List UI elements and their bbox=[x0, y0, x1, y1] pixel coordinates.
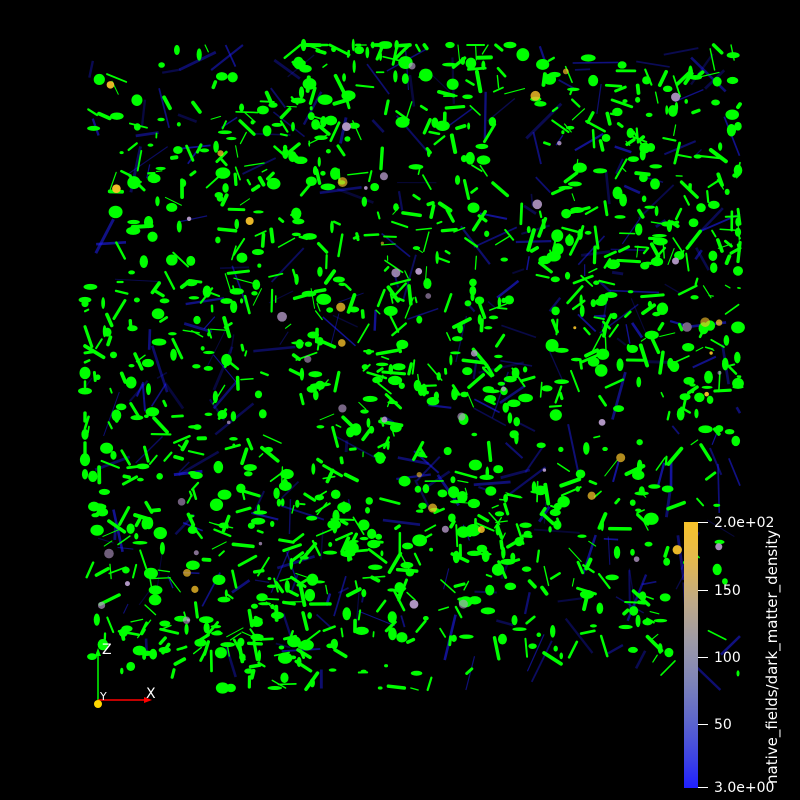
density-halos bbox=[97, 62, 723, 624]
scalar-bar: 2.0e+02 150 100 50 3.0e+00 bbox=[684, 516, 800, 795]
density-filaments bbox=[84, 44, 742, 691]
green-isosurface bbox=[78, 38, 745, 694]
x-axis-label: X bbox=[146, 686, 156, 702]
tick-mark-max bbox=[698, 522, 708, 523]
scalar-bar-tick-100: 100 bbox=[714, 650, 741, 666]
x-axis-arrow-icon bbox=[144, 697, 152, 703]
scalar-bar-tick-50: 50 bbox=[714, 717, 732, 733]
tick-mark-150 bbox=[698, 590, 708, 591]
y-axis-label: Y bbox=[100, 690, 107, 703]
y-axis-dot-icon bbox=[94, 700, 102, 708]
z-axis-arrow-icon bbox=[95, 648, 101, 656]
colormap-gradient bbox=[684, 522, 698, 788]
scalar-bar-min-label: 3.0e+00 bbox=[714, 780, 775, 796]
scalar-bar-title: native_fields/dark_matter_density bbox=[763, 529, 781, 784]
tick-mark-50 bbox=[698, 724, 708, 725]
tick-mark-100 bbox=[698, 657, 708, 658]
scalar-bar-max-label: 2.0e+02 bbox=[714, 515, 775, 531]
z-axis-label: Z bbox=[102, 642, 112, 658]
tick-mark-min bbox=[698, 787, 708, 788]
scalar-bar-tick-150: 150 bbox=[714, 583, 741, 599]
orientation-axes: Z Y X bbox=[86, 640, 166, 710]
